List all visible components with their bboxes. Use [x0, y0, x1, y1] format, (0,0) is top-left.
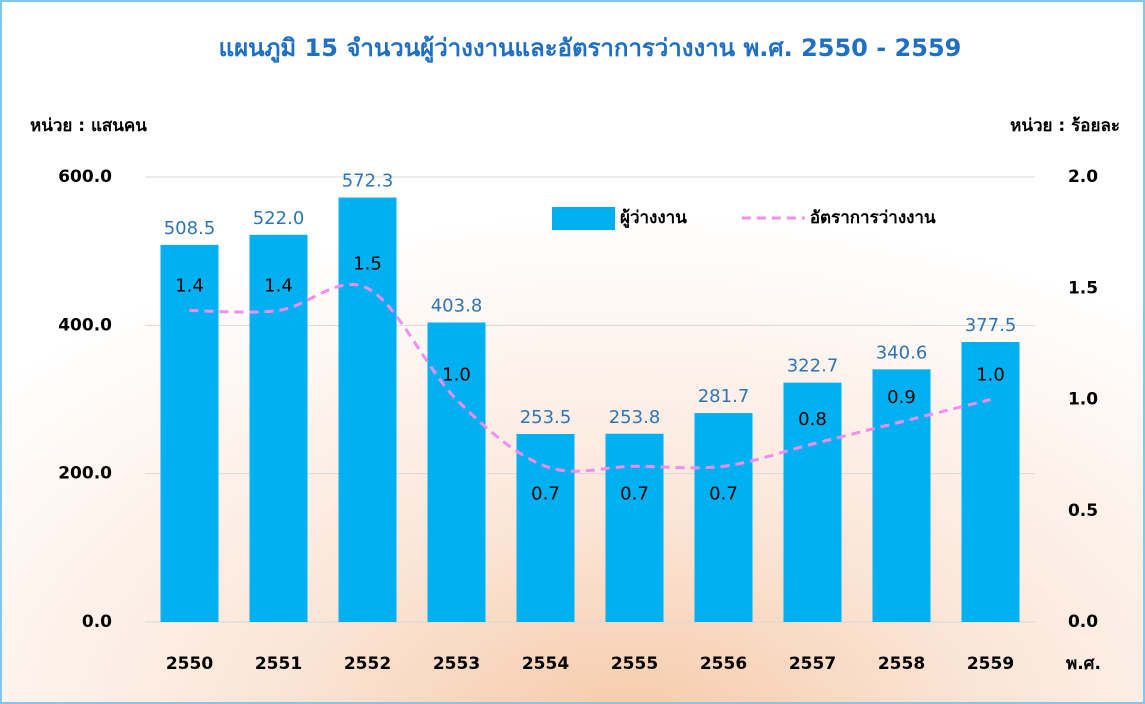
y-axis-title: หน่วย : แสนคน	[30, 116, 147, 136]
y-tick-label: 0.0	[82, 612, 112, 632]
x-tick-label: 2557	[789, 654, 836, 674]
legend-label: ผู้ว่างงาน	[620, 208, 687, 229]
y2-tick-label: 1.0	[1068, 390, 1098, 410]
x-axis-title: พ.ศ.	[1066, 654, 1101, 674]
line-value-label: 1.4	[264, 276, 293, 297]
y2-tick-label: 1.5	[1068, 278, 1098, 298]
x-tick-label: 2550	[166, 654, 213, 674]
bar	[516, 433, 575, 622]
y2-tick-label: 0.5	[1068, 501, 1098, 521]
x-tick-label: 2551	[255, 654, 302, 674]
line-value-label: 1.4	[175, 276, 204, 297]
x-tick-label: 2555	[611, 654, 658, 674]
bar	[160, 244, 219, 623]
bar-value-label: 322.7	[787, 356, 839, 377]
line	[189, 282, 991, 473]
bar	[961, 342, 1020, 622]
y-tick-label: 600.0	[58, 167, 112, 187]
bar	[427, 322, 486, 622]
bar-value-label: 281.7	[698, 386, 750, 407]
bar	[338, 197, 397, 622]
y2-tick-label: 2.0	[1068, 167, 1098, 187]
bar-value-label: 572.3	[342, 171, 394, 192]
bar-value-label: 508.5	[164, 218, 216, 239]
line-value-label: 0.9	[887, 387, 916, 408]
x-tick-label: 2556	[700, 654, 747, 674]
y-tick-label: 400.0	[58, 315, 112, 335]
bar-value-label: 522.0	[253, 208, 305, 229]
bar	[694, 413, 753, 622]
y2-axis-title: หน่วย : ร้อยละ	[1010, 116, 1120, 136]
line-value-label: 1.0	[442, 365, 471, 386]
legend-swatch	[552, 207, 615, 230]
line-value-label: 1.5	[353, 253, 382, 274]
x-tick-label: 2559	[967, 654, 1014, 674]
y2-tick-label: 0.0	[1068, 612, 1098, 632]
line-value-label: 0.7	[709, 483, 738, 504]
bar	[249, 234, 308, 622]
bar-value-label: 253.5	[520, 407, 572, 428]
line-value-label: 1.0	[976, 365, 1005, 386]
line-value-label: 0.7	[620, 483, 649, 504]
bar	[783, 382, 842, 622]
bar	[872, 369, 931, 622]
bar-value-label: 377.5	[965, 315, 1017, 336]
chart-title: แผนภูมิ 15 จำนวนผู้ว่างงานและอัตราการว่า…	[219, 34, 962, 63]
y-tick-label: 200.0	[58, 464, 112, 484]
legend-label: อัตราการว่างงาน	[810, 208, 936, 228]
bar-value-label: 253.8	[609, 407, 661, 428]
x-tick-label: 2558	[878, 654, 925, 674]
line-value-label: 0.7	[531, 483, 560, 504]
bar	[605, 433, 664, 622]
x-tick-label: 2552	[344, 654, 391, 674]
x-tick-label: 2553	[433, 654, 480, 674]
bar-value-label: 340.6	[876, 342, 928, 363]
x-tick-label: 2554	[522, 654, 569, 674]
line-value-label: 0.8	[798, 409, 827, 430]
bar-value-label: 403.8	[431, 296, 483, 317]
